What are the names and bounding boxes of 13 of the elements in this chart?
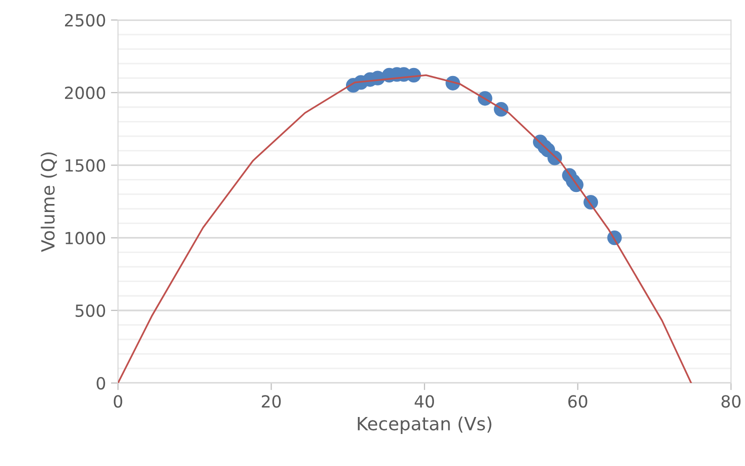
y-tick-label: 1500 xyxy=(66,159,106,172)
y-tick-label: 1000 xyxy=(66,232,106,244)
x-axis-title: Kecepatan (Vs) xyxy=(358,416,492,434)
x-tick-label: 60 xyxy=(568,395,588,408)
y-tick-label: 500 xyxy=(76,304,106,317)
y-tick-label: 2500 xyxy=(65,14,106,27)
x-tick-label: 20 xyxy=(262,395,281,408)
y-tick-label: 0 xyxy=(96,376,106,390)
x-tick-label: 80 xyxy=(722,395,740,408)
y-tick-label: 2000 xyxy=(65,86,106,100)
x-tick-label: 0 xyxy=(114,395,122,408)
x-tick-label: 40 xyxy=(414,395,434,408)
y-axis-title: Volume (Q) xyxy=(40,152,57,252)
